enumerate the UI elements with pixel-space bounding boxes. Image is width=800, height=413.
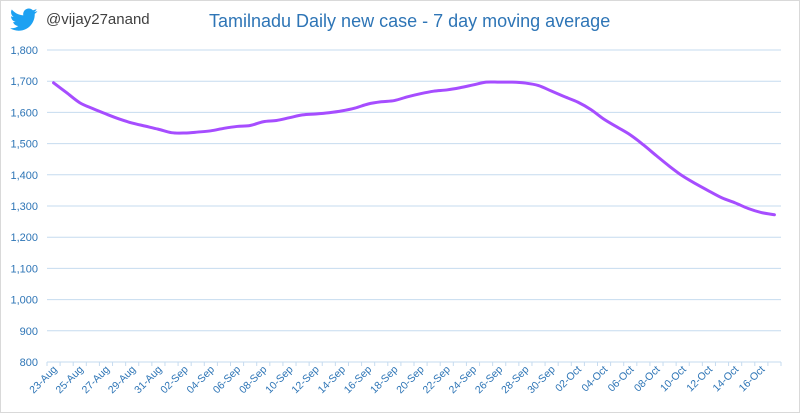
x-tick-label: 08-Oct [632, 364, 663, 395]
x-tick-label: 16-Sep [342, 364, 375, 397]
x-tick-label: 27-Aug [80, 364, 113, 397]
y-tick-label: 1,000 [10, 295, 38, 307]
x-tick-label: 31-Aug [132, 364, 165, 397]
x-tick-label: 04-Sep [185, 364, 218, 397]
x-tick-label: 10-Oct [658, 364, 689, 395]
x-tick-label: 08-Sep [237, 364, 270, 397]
x-tick-label: 06-Sep [211, 364, 244, 397]
y-tick-label: 1,700 [10, 76, 38, 88]
x-tick-label: 22-Sep [420, 364, 453, 397]
x-tick-label: 04-Oct [579, 364, 610, 395]
x-tick-label: 24-Sep [447, 364, 480, 397]
x-tick-label: 28-Sep [499, 364, 532, 397]
y-axis-ticks: 800 900 1,000 1,100 1,200 1,300 1,400 1,500 1,60… [10, 45, 38, 369]
y-tick-label: 1,600 [10, 107, 38, 119]
y-tick-label: 800 [20, 357, 38, 369]
x-tick-label: 29-Aug [106, 364, 139, 397]
twitter-bird-icon [10, 8, 38, 31]
x-tick-label: 18-Sep [368, 364, 401, 397]
x-tick-label: 12-Sep [289, 364, 322, 397]
x-tick-label: 12-Oct [684, 364, 715, 395]
x-tick-label: 14-Oct [710, 364, 741, 395]
x-tick-label: 25-Aug [53, 364, 86, 397]
y-tick-label: 1,400 [10, 170, 38, 182]
chart-header: @vijay27anand Tamilnadu Daily new case -… [0, 0, 800, 44]
x-axis-ticks: 23-Aug25-Aug27-Aug29-Aug31-Aug02-Sep04-S… [27, 362, 782, 397]
y-tick-label: 900 [20, 326, 38, 338]
chart-title: Tamilnadu Daily new case - 7 day moving … [209, 11, 611, 31]
twitter-handle: @vijay27anand [46, 11, 150, 28]
x-tick-label: 02-Sep [158, 364, 191, 397]
y-tick-label: 1,200 [10, 232, 38, 244]
x-tick-label: 20-Sep [394, 364, 427, 397]
moving-average-line [52, 80, 776, 217]
y-tick-label: 1,300 [10, 201, 38, 213]
y-tick-label: 1,800 [10, 45, 38, 57]
y-tick-label: 1,100 [10, 263, 38, 275]
x-tick-label: 16-Oct [737, 364, 768, 395]
x-tick-label: 30-Sep [525, 364, 558, 397]
x-tick-label: 02-Oct [553, 364, 584, 395]
y-tick-label: 1,500 [10, 139, 38, 151]
x-tick-label: 14-Sep [316, 364, 349, 397]
gridlines [47, 49, 781, 363]
x-tick-label: 26-Sep [473, 364, 506, 397]
x-tick-label: 06-Oct [606, 364, 637, 395]
x-tick-label: 10-Sep [263, 364, 296, 397]
